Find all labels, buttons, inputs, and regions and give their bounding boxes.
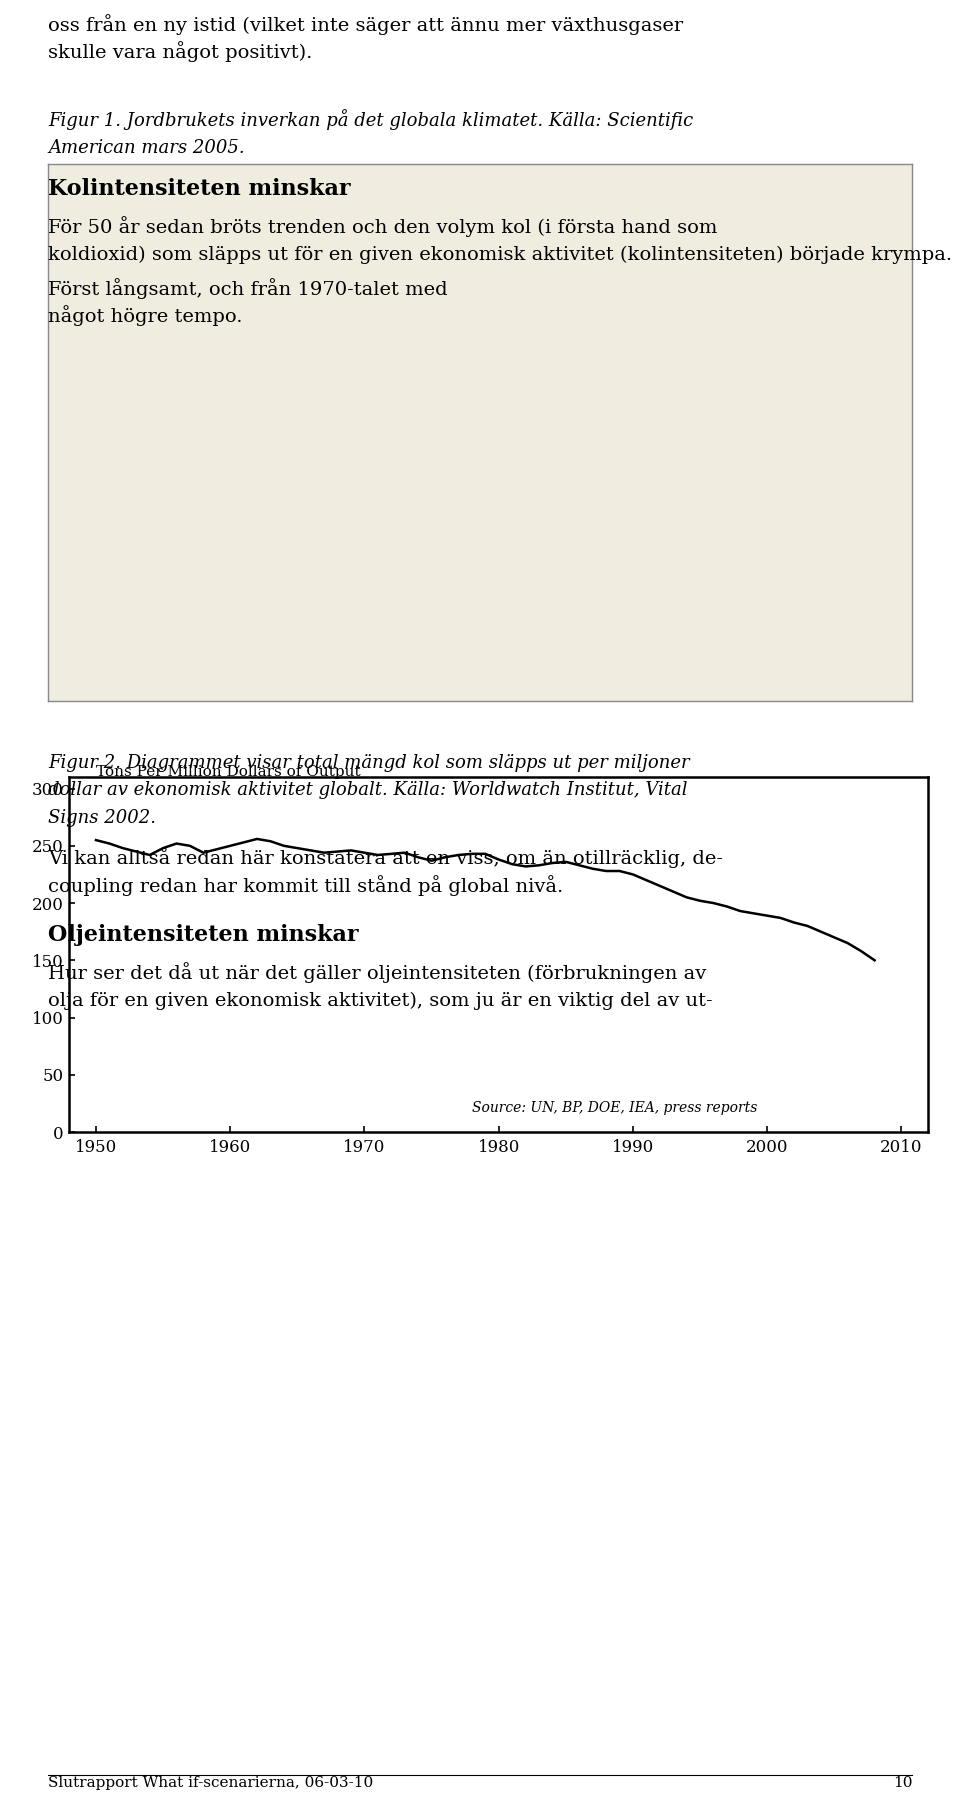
Text: Vi kan alltså redan här konstatera att en viss, om än otillräcklig, de-: Vi kan alltså redan här konstatera att e… — [48, 848, 723, 868]
Text: dollar av ekonomisk aktivitet globalt. Källa: Worldwatch Institut, Vital: dollar av ekonomisk aktivitet globalt. K… — [48, 781, 687, 799]
Text: något högre tempo.: något högre tempo. — [48, 306, 243, 326]
Text: oss från en ny istid (vilket inte säger att ännu mer växthusgaser: oss från en ny istid (vilket inte säger … — [48, 15, 684, 35]
Text: skulle vara något positivt).: skulle vara något positivt). — [48, 42, 312, 62]
Text: Figur 2. Diagrammet visar total mängd kol som släpps ut per miljoner: Figur 2. Diagrammet visar total mängd ko… — [48, 753, 689, 772]
Text: Source: UN, BP, DOE, IEA, press reports: Source: UN, BP, DOE, IEA, press reports — [472, 1101, 757, 1116]
Text: 10: 10 — [893, 1776, 912, 1791]
Text: För 50 år sedan bröts trenden och den volym kol (i första hand som: För 50 år sedan bröts trenden och den vo… — [48, 217, 717, 237]
Text: Figur 1. Jordbrukets inverkan på det globala klimatet. Källa: Scientific: Figur 1. Jordbrukets inverkan på det glo… — [48, 109, 693, 129]
Text: Tons Per Million Dollars of Output: Tons Per Million Dollars of Output — [96, 766, 361, 779]
Text: Slutrapport What if-scenarierna, 06-03-10: Slutrapport What if-scenarierna, 06-03-1… — [48, 1776, 373, 1791]
Text: American mars 2005.: American mars 2005. — [48, 138, 245, 157]
Text: Signs 2002.: Signs 2002. — [48, 808, 156, 826]
Text: Först långsamt, och från 1970-talet med: Först långsamt, och från 1970-talet med — [48, 278, 447, 298]
Text: olja för en given ekonomisk aktivitet), som ju är en viktig del av ut-: olja för en given ekonomisk aktivitet), … — [48, 992, 712, 1010]
Text: Hur ser det då ut när det gäller oljeintensiteten (förbrukningen av: Hur ser det då ut när det gäller oljeint… — [48, 963, 707, 983]
Text: koldioxid) som släpps ut för en given ekonomisk aktivitet (kolintensiteten) börj: koldioxid) som släpps ut för en given ek… — [48, 246, 952, 264]
Text: coupling redan har kommit till stånd på global nivå.: coupling redan har kommit till stånd på … — [48, 875, 564, 895]
Text: Oljeintensiteten minskar: Oljeintensiteten minskar — [48, 925, 358, 946]
Text: Kolintensiteten minskar: Kolintensiteten minskar — [48, 178, 350, 200]
